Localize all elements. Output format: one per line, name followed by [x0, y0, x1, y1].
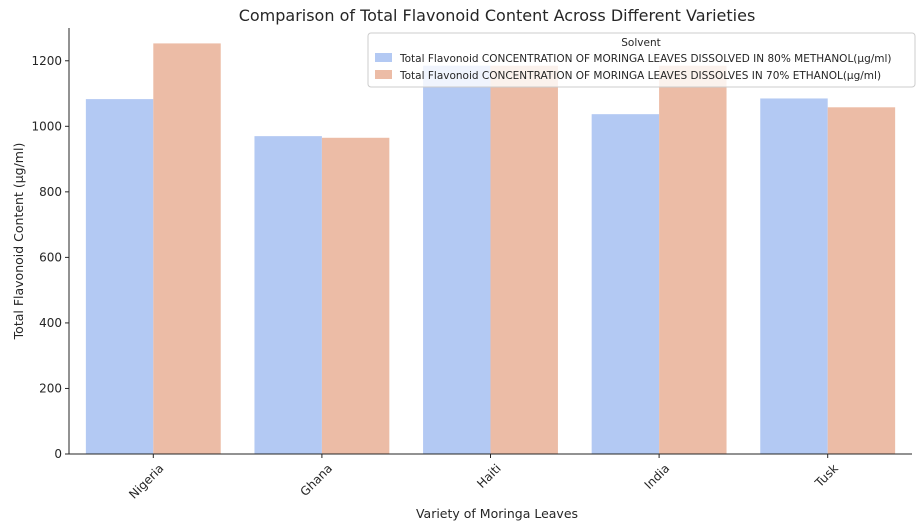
bars-group: [85, 43, 896, 455]
y-tick-label: 1000: [31, 119, 62, 133]
bar-ghana-series-1: [321, 137, 390, 454]
x-tick-label-india: India: [642, 461, 673, 492]
legend-title: Solvent: [621, 37, 660, 49]
bar-india-series-0: [591, 114, 660, 454]
legend-box: [367, 32, 916, 88]
bar-haiti-series-0: [423, 65, 491, 454]
y-tick-label: 0: [54, 447, 62, 461]
y-axis-label: Total Flavonoid Content (µg/ml): [11, 143, 26, 341]
y-tick-label: 400: [39, 316, 62, 330]
y-tick-label: 1200: [31, 54, 62, 68]
y-tick-label: 600: [39, 250, 62, 264]
legend-swatch-methanol: [375, 53, 392, 62]
bar-tusk-series-0: [760, 98, 828, 454]
legend-label-ethanol: Total Flavonoid CONCENTRATION OF MORINGA…: [399, 70, 881, 82]
bar-nigeria-series-0: [85, 99, 154, 455]
x-tick-label-haiti: Haiti: [474, 461, 504, 491]
bar-tusk-series-1: [827, 107, 896, 454]
bar-nigeria-series-1: [153, 43, 221, 454]
y-tick-label: 200: [39, 381, 62, 395]
x-tick-label-tusk: Tusk: [812, 461, 841, 490]
y-tick-label: 800: [39, 185, 62, 199]
x-axis-label: Variety of Moringa Leaves: [416, 506, 578, 521]
bar-haiti-series-1: [490, 65, 558, 454]
x-tick-label-ghana: Ghana: [297, 461, 335, 499]
x-tick-label-nigeria: Nigeria: [126, 461, 166, 501]
bar-india-series-1: [659, 65, 727, 454]
chart-title: Comparison of Total Flavonoid Content Ac…: [239, 6, 756, 25]
bar-ghana-series-0: [254, 136, 322, 454]
legend-swatch-ethanol: [375, 70, 392, 79]
legend: Solvent Total Flavonoid CONCENTRATION OF…: [367, 32, 916, 88]
legend-label-methanol: Total Flavonoid CONCENTRATION OF MORINGA…: [399, 53, 892, 65]
